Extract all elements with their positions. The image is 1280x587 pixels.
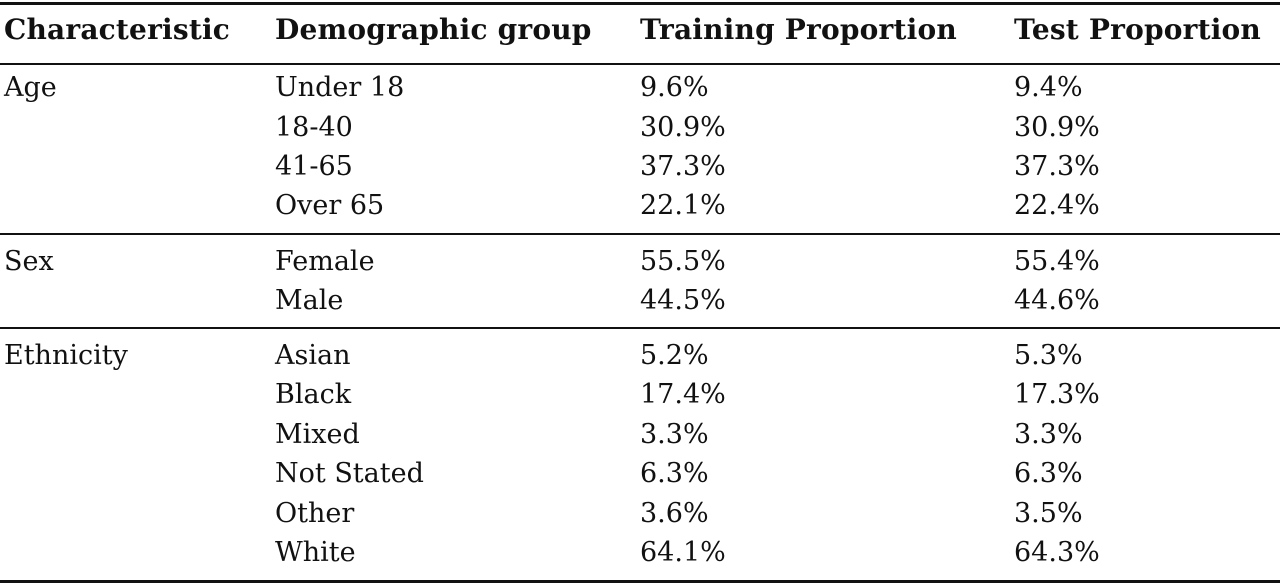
group-cell: Under 18 <box>275 72 405 103</box>
group-cell: Female <box>275 246 375 277</box>
test-cell: 3.5% <box>1014 498 1083 529</box>
header-test-proportion: Test Proportion <box>1014 13 1261 46</box>
section-rule-ethnicity <box>0 327 1280 329</box>
training-cell: 3.3% <box>640 419 709 450</box>
characteristic-ethnicity: Ethnicity <box>4 340 128 371</box>
test-cell: 17.3% <box>1014 379 1100 410</box>
group-cell: White <box>275 537 356 568</box>
top-rule <box>0 2 1280 5</box>
test-cell: 30.9% <box>1014 112 1100 143</box>
training-cell: 22.1% <box>640 190 726 221</box>
group-cell: Asian <box>275 340 351 371</box>
training-cell: 64.1% <box>640 537 726 568</box>
training-cell: 30.9% <box>640 112 726 143</box>
bottom-rule <box>0 580 1280 583</box>
training-cell: 6.3% <box>640 458 709 489</box>
characteristic-age: Age <box>4 72 57 103</box>
training-cell: 5.2% <box>640 340 709 371</box>
training-cell: 3.6% <box>640 498 709 529</box>
group-cell: Male <box>275 285 344 316</box>
test-cell: 6.3% <box>1014 458 1083 489</box>
group-cell: Other <box>275 498 355 529</box>
test-cell: 3.3% <box>1014 419 1083 450</box>
characteristic-sex: Sex <box>4 246 54 277</box>
group-cell: Over 65 <box>275 190 385 221</box>
group-cell: Mixed <box>275 419 360 450</box>
group-cell: 41-65 <box>275 151 353 182</box>
training-cell: 44.5% <box>640 285 726 316</box>
group-cell: 18-40 <box>275 112 353 143</box>
header-rule <box>0 63 1280 65</box>
training-cell: 9.6% <box>640 72 709 103</box>
training-cell: 37.3% <box>640 151 726 182</box>
header-characteristic: Characteristic <box>4 13 231 46</box>
group-cell: Black <box>275 379 352 410</box>
group-cell: Not Stated <box>275 458 424 489</box>
training-cell: 55.5% <box>640 246 726 277</box>
training-cell: 17.4% <box>640 379 726 410</box>
test-cell: 22.4% <box>1014 190 1100 221</box>
test-cell: 55.4% <box>1014 246 1100 277</box>
test-cell: 64.3% <box>1014 537 1100 568</box>
header-training-proportion: Training Proportion <box>640 13 957 46</box>
test-cell: 44.6% <box>1014 285 1100 316</box>
test-cell: 5.3% <box>1014 340 1083 371</box>
test-cell: 37.3% <box>1014 151 1100 182</box>
section-rule-sex <box>0 233 1280 235</box>
header-demographic-group: Demographic group <box>275 13 592 46</box>
test-cell: 9.4% <box>1014 72 1083 103</box>
